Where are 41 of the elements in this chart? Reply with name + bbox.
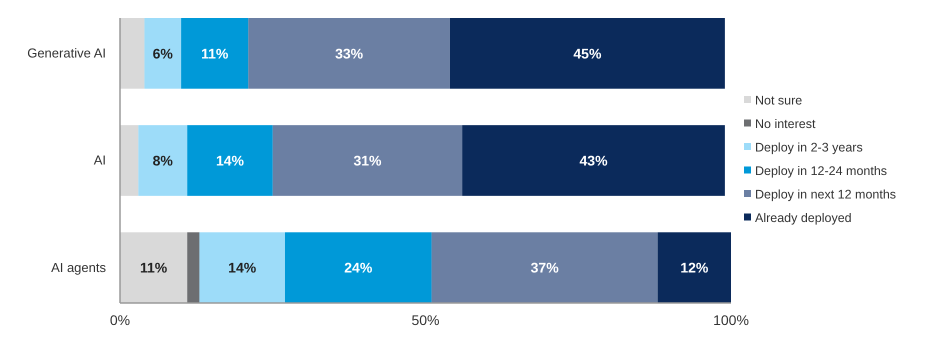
bar xyxy=(120,232,188,303)
bar xyxy=(120,125,138,196)
data-label: 37% xyxy=(530,260,560,276)
bar xyxy=(432,232,658,303)
data-label: 11% xyxy=(140,260,168,276)
legend-label: Deploy in 2-3 years xyxy=(755,140,863,154)
data-label: 12% xyxy=(680,260,709,276)
data-label: 11% xyxy=(201,45,229,62)
data-label: 43% xyxy=(580,152,608,168)
bar xyxy=(138,125,188,196)
data-label: 14% xyxy=(216,152,245,168)
legend-label: Deploy in next 12 months xyxy=(755,187,896,202)
y-tick-label: Generative AI xyxy=(27,46,106,61)
x-tick-label: 0% xyxy=(110,312,130,328)
x-tick-label: 50% xyxy=(411,312,440,328)
bar xyxy=(284,232,432,303)
data-label: 31% xyxy=(353,152,382,168)
y-tick-label: AI agents xyxy=(51,260,106,275)
bar xyxy=(120,18,144,89)
y-tick-label: AI xyxy=(94,152,106,168)
bar xyxy=(248,18,450,89)
bar xyxy=(658,232,731,303)
bar xyxy=(181,18,248,89)
bar xyxy=(144,18,182,89)
data-label: 6% xyxy=(152,45,174,62)
legend-label: Not sure xyxy=(755,93,802,108)
x-tick-label: 100% xyxy=(713,312,749,328)
bar xyxy=(450,18,725,89)
data-label: 45% xyxy=(573,45,602,62)
bar xyxy=(199,232,285,303)
data-label: 33% xyxy=(335,45,364,62)
legend-label: No interest xyxy=(755,116,816,131)
bar xyxy=(187,232,200,303)
data-label: 14% xyxy=(228,260,257,276)
bar xyxy=(187,125,273,196)
data-label: 24% xyxy=(344,260,373,276)
bar xyxy=(462,125,725,196)
legend-label: Already deployed xyxy=(755,210,852,225)
legend-label: Deploy in 12-24 months xyxy=(755,164,888,178)
bar xyxy=(272,125,462,196)
data-label: 8% xyxy=(152,152,174,168)
